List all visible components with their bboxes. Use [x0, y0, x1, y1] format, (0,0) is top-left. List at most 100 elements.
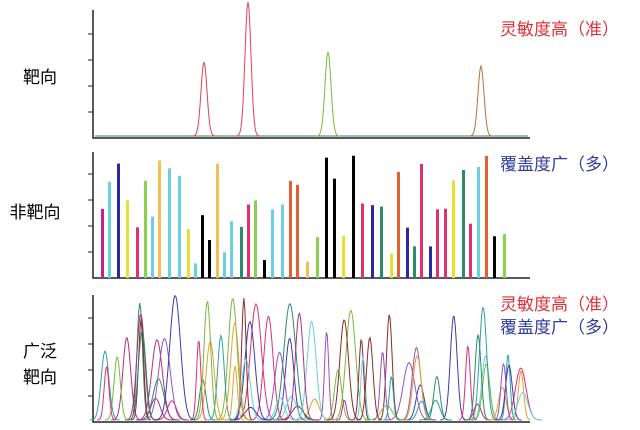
peak	[406, 400, 437, 421]
signal-bar	[462, 170, 465, 278]
peak	[153, 295, 196, 421]
signal-bar	[168, 168, 171, 278]
signal-bar	[477, 166, 480, 278]
peak	[233, 302, 278, 421]
signal-bar	[316, 237, 319, 278]
peak	[502, 392, 543, 421]
signal-bar	[493, 236, 496, 278]
panel-untargeted: 非靶向 覆盖度广（多）	[10, 155, 620, 223]
peak	[326, 319, 361, 421]
panel-note: 灵敏度高（准）	[500, 295, 619, 315]
signal-bar	[271, 209, 274, 278]
peak	[471, 363, 500, 421]
signal-bar	[117, 163, 120, 278]
panel-note: 覆盖度广（多）	[500, 155, 619, 175]
signal-bar	[101, 208, 104, 278]
peak	[194, 340, 227, 421]
peak	[230, 320, 270, 421]
panel-label: 广泛	[23, 342, 57, 362]
peak	[136, 378, 180, 421]
signal-bar	[444, 208, 447, 278]
signal-bar	[230, 221, 233, 278]
signal-bar	[296, 184, 299, 278]
signal-bar	[158, 160, 161, 278]
peak	[468, 307, 497, 421]
signal-bar	[333, 178, 336, 278]
peak	[272, 337, 307, 421]
peak	[373, 352, 392, 421]
peak	[351, 338, 371, 421]
peak	[141, 337, 187, 421]
signal-bar	[151, 216, 154, 278]
signal-bar	[108, 181, 111, 278]
axis	[92, 152, 530, 279]
peak	[218, 322, 251, 421]
peak	[271, 396, 311, 421]
peak	[111, 337, 142, 421]
signal-bar	[254, 200, 257, 278]
signal-bar	[342, 236, 345, 278]
panel-widely-targeted: 广泛 靶向 灵敏度高（准） 覆盖度广（多）	[23, 295, 619, 388]
signal-bar	[390, 253, 393, 278]
peak	[260, 351, 299, 421]
peak	[226, 365, 245, 421]
panel-label: 靶向	[23, 368, 57, 388]
panel-targeted: 靶向 灵敏度高（准）	[23, 20, 619, 88]
signal-bar	[380, 206, 383, 278]
peak	[228, 358, 263, 421]
peak	[234, 298, 253, 421]
signal-bar	[306, 261, 309, 278]
peak	[193, 300, 221, 421]
peak	[266, 303, 314, 421]
peak	[96, 365, 117, 421]
signal-bar	[281, 204, 284, 278]
signal-bar	[208, 240, 211, 278]
peak	[378, 314, 401, 421]
signal-bar	[485, 155, 488, 278]
panel-label: 靶向	[23, 68, 57, 88]
signal-bar	[436, 209, 439, 278]
peak	[293, 320, 330, 421]
panel-label: 非靶向	[10, 203, 61, 223]
peak	[127, 328, 157, 421]
signal-bar	[240, 226, 243, 278]
signal-bar	[452, 180, 455, 278]
axis	[92, 295, 530, 423]
signal-bar	[136, 227, 139, 278]
peak	[495, 364, 522, 421]
signal-bar	[223, 252, 226, 278]
signal-bar	[194, 263, 197, 278]
peak	[315, 51, 341, 137]
signal-bar	[263, 260, 266, 278]
signal-bar	[413, 246, 416, 278]
signal-bar	[406, 227, 409, 278]
peak	[336, 399, 353, 421]
peak	[383, 376, 400, 421]
peak	[191, 61, 217, 137]
peak	[468, 64, 494, 137]
peak	[263, 397, 298, 421]
signal-bar	[361, 203, 364, 278]
peak	[130, 319, 152, 421]
signal-bar	[397, 171, 400, 278]
signal-bar	[289, 181, 292, 278]
signal-bar	[352, 155, 355, 278]
panel-note: 覆盖度广（多）	[500, 318, 619, 338]
signal-bar	[144, 180, 147, 278]
signal-bar	[187, 228, 190, 278]
signal-bar	[126, 200, 129, 278]
peak	[487, 386, 517, 421]
peak	[400, 355, 433, 421]
peak	[385, 362, 432, 421]
peak	[331, 309, 370, 421]
peak	[318, 332, 335, 421]
peak	[356, 336, 383, 421]
signal-bar	[216, 163, 219, 278]
peak	[493, 362, 514, 421]
peak	[104, 356, 129, 421]
peak	[136, 397, 174, 421]
axis	[92, 10, 530, 139]
signal-bar	[420, 163, 423, 278]
